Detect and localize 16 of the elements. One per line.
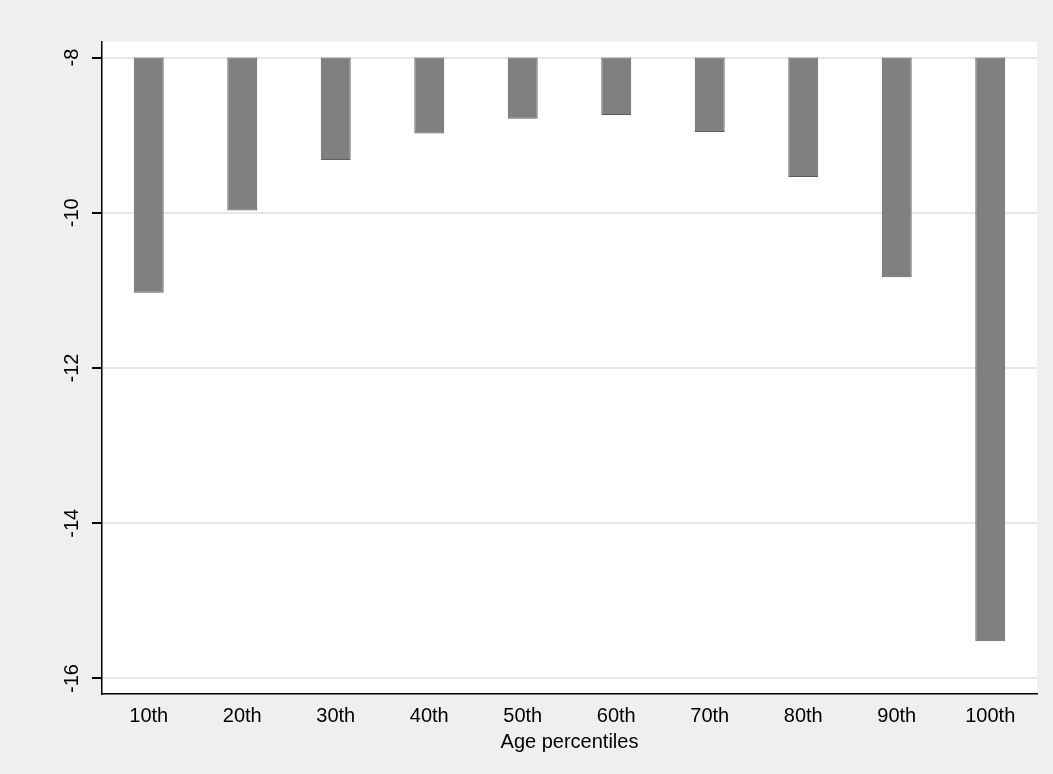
x-tick-label: 30th: [316, 703, 356, 726]
y-tick-label: -16: [59, 664, 82, 693]
y-tick-label: -14: [59, 508, 82, 538]
x-tick-label: 100th: [965, 703, 1016, 726]
x-axis-title: Age percentiles: [500, 729, 639, 752]
y-tick-label: -12: [59, 353, 82, 383]
x-tick-label: 50th: [503, 703, 543, 726]
x-tick-label: 20th: [222, 703, 262, 726]
x-tick-label: 40th: [409, 703, 449, 726]
x-tick-label: 70th: [690, 703, 730, 726]
x-tick-label: 80th: [783, 703, 823, 726]
x-tick-label: 10th: [129, 703, 169, 726]
y-tick-label: -8: [59, 48, 82, 67]
x-tick-label: 60th: [596, 703, 636, 726]
x-tick-label: 90th: [877, 703, 917, 726]
y-tick-label: -10: [59, 198, 82, 228]
